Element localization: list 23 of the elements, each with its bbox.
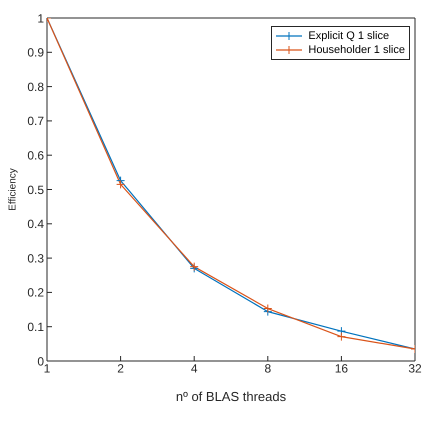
- point: [263, 304, 272, 314]
- y-tick-label: 0.8: [27, 80, 44, 94]
- x-tick-label: 8: [264, 362, 272, 376]
- x-tick-label: 16: [334, 362, 348, 376]
- x-tick-label: 2: [117, 362, 124, 376]
- x-tick-label: 32: [408, 362, 422, 376]
- y-tick-label: 0: [37, 354, 44, 368]
- y-tick-label: 0.9: [27, 46, 44, 60]
- y-tick-label: 0.4: [27, 217, 44, 232]
- y-tick-label: 0.6: [27, 148, 44, 162]
- y-axis-title: Efficiency: [8, 168, 19, 211]
- point: [336, 332, 346, 342]
- y-tick-label: 0.1: [27, 320, 44, 334]
- y-tick-label: 0.5: [27, 182, 44, 197]
- legend-label: Householder 1 slice: [308, 43, 405, 57]
- y-tick-label: 0.3: [27, 251, 44, 266]
- point: [116, 180, 126, 189]
- y-tick-label: 0.2: [27, 286, 44, 300]
- y-tick-label: 0.7: [27, 114, 44, 128]
- x-axis-title: nº of BLAS threads: [176, 389, 287, 404]
- x-tick-label: 4: [190, 362, 198, 376]
- y-tick-label: 1: [37, 11, 44, 26]
- legend-label: Explicit Q 1 slice: [308, 29, 390, 43]
